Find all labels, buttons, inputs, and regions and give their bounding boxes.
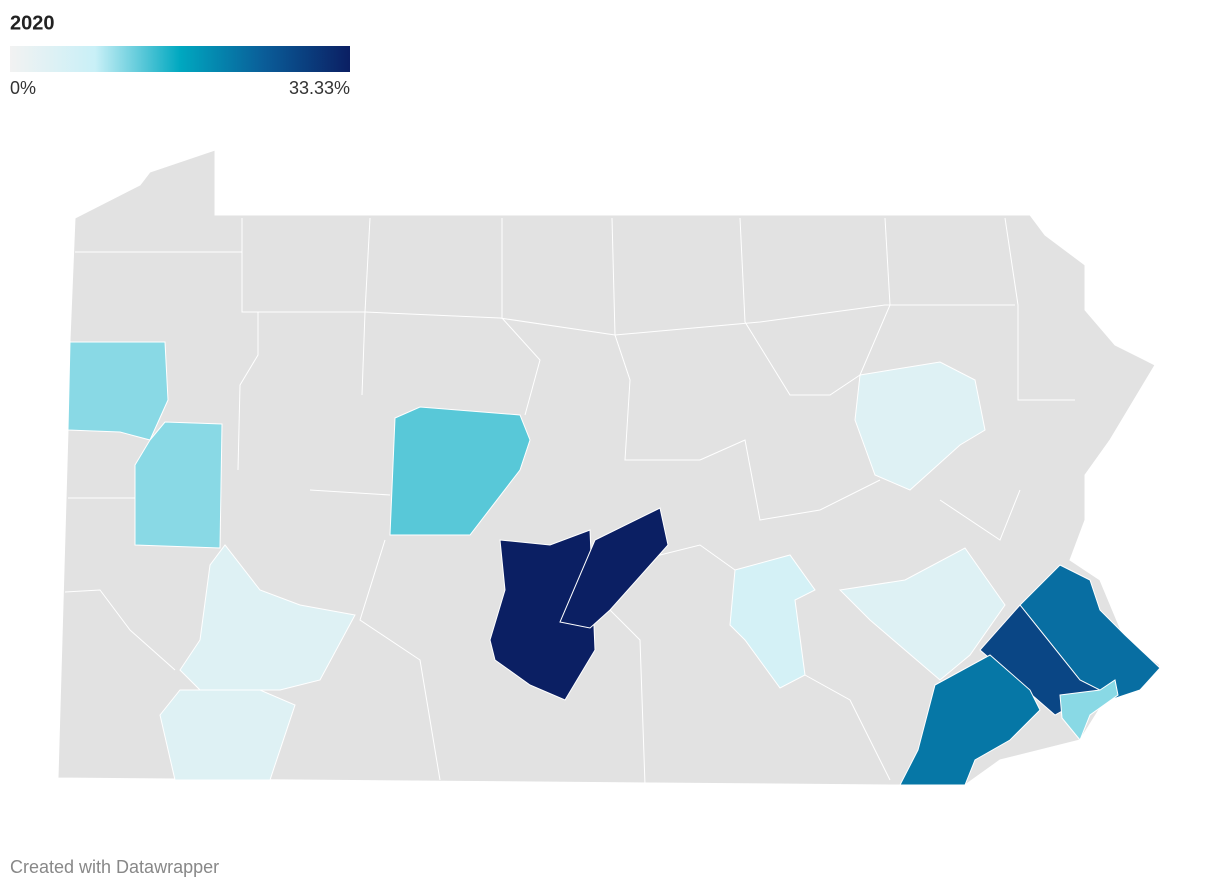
- legend-max: 33.33%: [289, 78, 350, 98]
- county: [899, 654, 1041, 786]
- county: [489, 529, 596, 701]
- county: [134, 421, 223, 549]
- legend-title: 2020: [10, 12, 55, 34]
- county-lines: [64, 217, 1075, 786]
- county: [729, 554, 816, 689]
- county: [389, 406, 531, 536]
- legend-min: 0%: [10, 78, 36, 98]
- county: [979, 604, 1102, 716]
- county: [1059, 679, 1119, 741]
- county: [854, 361, 986, 491]
- county: [559, 507, 669, 629]
- county: [159, 689, 296, 781]
- counties: [67, 341, 1161, 786]
- county: [179, 544, 356, 691]
- footer: Created with Datawrapper: [10, 857, 219, 877]
- county: [67, 341, 169, 441]
- legend-bar: [10, 46, 350, 72]
- county: [838, 547, 1006, 681]
